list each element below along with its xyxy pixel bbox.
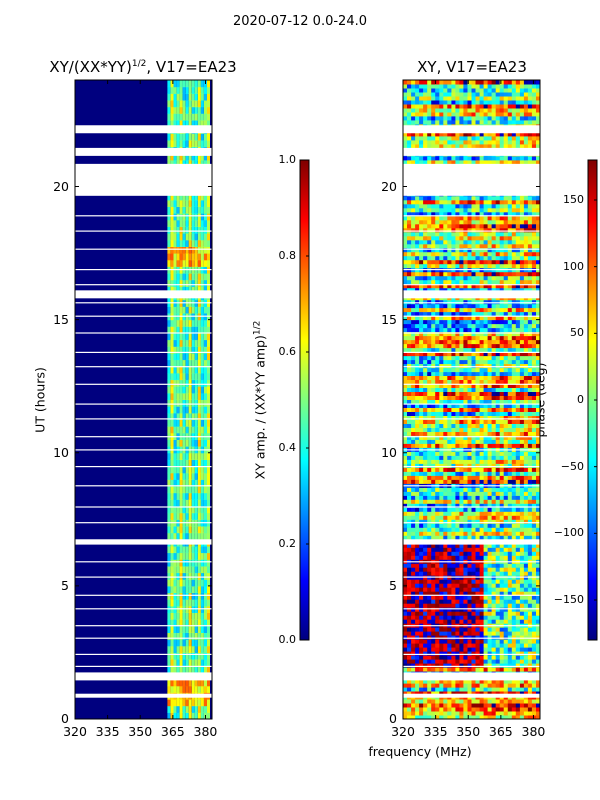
colorbar-amp-tick-label: 0.2 [278, 537, 297, 550]
left-ytick-label: 20 [53, 178, 69, 194]
right-xtick-label: 350 [456, 724, 481, 739]
colorbar-amp-tick-label: 0.4 [278, 441, 297, 454]
colorbar-phase-tick-label: −50 [560, 459, 584, 473]
left-panel-title: XY/(XX*YY)1/2, V17=EA23 [49, 58, 237, 76]
left-ytick-label: 5 [61, 577, 69, 593]
colorbar-amp-gradient [299, 159, 310, 641]
colorbar-phase-tick-label: 0 [577, 393, 584, 406]
left-ytick-label: 15 [53, 311, 69, 327]
left-heatmap-panel [74, 79, 213, 720]
colorbar-phase [587, 159, 598, 641]
colorbar-phase-tick-label: 150 [563, 193, 584, 206]
right-axes-frame [402, 79, 541, 720]
colorbar-phase-tick-label: 100 [563, 259, 584, 273]
colorbar-amp [299, 159, 310, 641]
colorbar-amp-tick-label: 0.0 [278, 633, 297, 646]
figure-suptitle: 2020-07-12 0.0-24.0 [233, 14, 367, 29]
right-xtick-label: 320 [391, 724, 415, 739]
left-flagged-rows [75, 125, 212, 698]
left-xtick-label: 365 [160, 724, 185, 739]
right-flagged-rows [403, 125, 540, 698]
colorbar-amp-tick-label: 0.6 [278, 345, 297, 358]
left-xtick-label: 320 [63, 724, 87, 739]
right-xtick-label: 335 [423, 724, 448, 739]
colorbar-amp-tick-label: 1.0 [278, 153, 297, 166]
left-xtick-label: 380 [193, 724, 218, 739]
left-ytick-label: 0 [61, 711, 69, 726]
right-panel-title: XY, V17=EA23 [417, 58, 527, 76]
right-ytick-label: 20 [381, 178, 397, 194]
left-xtick-label: 335 [95, 724, 120, 739]
right-ytick-label: 5 [389, 577, 397, 593]
right-ytick-label: 10 [381, 444, 397, 460]
colorbar-amp-tick-label: 0.8 [278, 249, 297, 262]
right-xtick-label: 365 [488, 724, 513, 739]
colorbar-phase-tick-label: −100 [553, 526, 584, 540]
right-ytick-label: 0 [389, 711, 397, 726]
colorbar-phase-tick-label: −150 [553, 593, 584, 606]
figure-xlabel: frequency (MHz) [368, 744, 472, 759]
right-ytick-label: 15 [381, 311, 397, 327]
left-xtick-label: 350 [128, 724, 153, 739]
left-axes-frame [74, 79, 213, 720]
right-xtick-label: 380 [521, 724, 546, 739]
colorbar-phase-tick-label: 50 [570, 326, 584, 340]
right-heatmap-panel [402, 79, 541, 720]
left-ytick-label: 10 [53, 444, 69, 460]
